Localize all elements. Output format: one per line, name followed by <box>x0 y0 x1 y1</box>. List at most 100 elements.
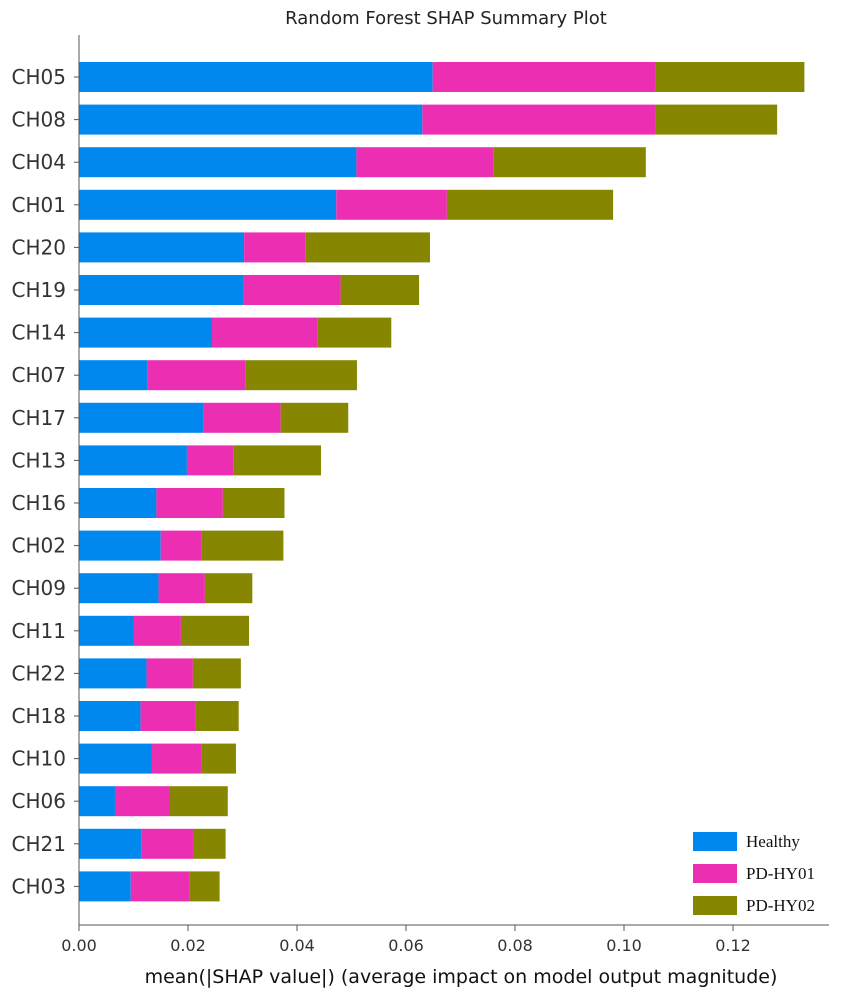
x-tick-label: 0.04 <box>279 936 315 955</box>
x-tick-label: 0.12 <box>715 936 751 955</box>
bar-ch08-pd-hy02 <box>655 104 778 135</box>
bar-ch04-pd-hy02 <box>493 147 646 178</box>
bar-ch17-pd-hy01 <box>203 402 281 433</box>
bar-ch07-pd-hy02 <box>245 360 357 391</box>
y-tick-label: CH16 <box>12 491 66 515</box>
bar-ch13-healthy <box>79 445 187 476</box>
y-tick-label: CH08 <box>12 108 66 132</box>
bar-ch11-healthy <box>79 615 134 646</box>
x-axis-label: mean(|SHAP value|) (average impact on mo… <box>145 966 778 988</box>
y-tick-label: CH01 <box>12 193 66 217</box>
bar-ch06-pd-hy02 <box>170 786 228 817</box>
bar-ch05-pd-hy01 <box>432 62 656 92</box>
bar-ch13-pd-hy02 <box>233 445 321 476</box>
bar-ch01-healthy <box>79 189 337 220</box>
bar-ch09-pd-hy02 <box>204 573 253 604</box>
bar-ch22-pd-hy01 <box>146 658 193 689</box>
bar-ch10-healthy <box>79 743 152 774</box>
bar-ch14-pd-hy02 <box>317 317 392 348</box>
y-tick-label: CH05 <box>12 65 66 89</box>
bar-ch20-pd-hy02 <box>305 232 430 263</box>
bar-ch10-pd-hy01 <box>151 743 202 774</box>
bar-ch08-pd-hy01 <box>422 104 656 135</box>
bar-ch03-healthy <box>79 871 131 902</box>
bar-ch18-healthy <box>79 701 141 731</box>
y-tick-label: CH11 <box>12 619 66 643</box>
legend-label: Healthy <box>746 832 800 851</box>
bars-layer <box>79 62 805 902</box>
y-tick-label: CH13 <box>12 448 66 472</box>
bar-ch20-pd-hy01 <box>244 232 306 263</box>
bar-ch03-pd-hy01 <box>130 871 190 902</box>
y-tick-label: CH21 <box>12 832 66 856</box>
bar-ch21-pd-hy01 <box>141 828 194 859</box>
bar-ch07-healthy <box>79 360 148 391</box>
y-tick-label: CH17 <box>12 406 66 430</box>
bar-ch01-pd-hy01 <box>336 189 447 220</box>
y-tick-label: CH04 <box>12 150 66 174</box>
y-tick-label: CH18 <box>12 704 66 728</box>
bar-ch22-pd-hy02 <box>192 658 241 689</box>
bar-ch11-pd-hy01 <box>133 615 181 646</box>
bar-ch16-healthy <box>79 488 157 518</box>
bar-ch14-healthy <box>79 317 212 348</box>
bar-ch05-healthy <box>79 62 433 92</box>
bar-ch06-pd-hy01 <box>114 786 171 817</box>
bar-ch18-pd-hy01 <box>140 701 196 731</box>
legend-swatch-pd-hy01 <box>693 864 737 883</box>
bar-ch14-pd-hy01 <box>211 317 318 348</box>
y-tick-label: CH19 <box>12 278 66 302</box>
bar-ch05-pd-hy02 <box>655 62 805 92</box>
x-tick-label: 0.08 <box>497 936 533 955</box>
y-tick-label: CH10 <box>12 747 66 771</box>
bar-ch01-pd-hy02 <box>446 189 614 220</box>
bar-ch20-healthy <box>79 232 245 263</box>
bar-ch06-healthy <box>79 786 115 817</box>
y-tick-label: CH07 <box>12 363 66 387</box>
bar-ch22-healthy <box>79 658 147 689</box>
y-tick-label: CH02 <box>12 534 66 558</box>
bar-ch09-pd-hy01 <box>158 573 205 604</box>
bar-ch08-healthy <box>79 104 423 135</box>
bar-ch02-healthy <box>79 530 161 561</box>
legend: Healthy PD-HY01 PD-HY02 <box>693 832 815 915</box>
y-tick-label: CH03 <box>12 874 66 898</box>
legend-label: PD-HY02 <box>746 896 815 915</box>
y-tick-label: CH14 <box>12 321 66 345</box>
legend-swatch-pd-hy02 <box>693 896 737 915</box>
x-tick-label: 0.06 <box>388 936 424 955</box>
bar-ch19-pd-hy01 <box>243 275 341 305</box>
bar-ch07-pd-hy01 <box>147 360 246 391</box>
legend-label: PD-HY01 <box>746 864 815 883</box>
bar-ch21-pd-hy02 <box>193 828 226 859</box>
bar-ch18-pd-hy02 <box>195 701 239 731</box>
bar-ch10-pd-hy02 <box>201 743 236 774</box>
bar-ch04-pd-hy01 <box>356 147 494 178</box>
bar-ch04-healthy <box>79 147 357 178</box>
y-tick-label: CH20 <box>12 235 66 259</box>
bar-ch19-healthy <box>79 275 244 305</box>
y-tick-labels: CH05 CH08 CH04 CH01 CH20 CH19 CH14 CH07 CH17 CH13… <box>12 65 79 898</box>
bar-ch02-pd-hy01 <box>160 530 202 561</box>
y-tick-label: CH06 <box>12 789 66 813</box>
axes <box>78 35 829 926</box>
bar-ch19-pd-hy02 <box>340 275 420 305</box>
bar-ch09-healthy <box>79 573 159 604</box>
x-tick-label: 0.02 <box>170 936 206 955</box>
x-tick-label: 0.00 <box>61 936 97 955</box>
chart-title: Random Forest SHAP Summary Plot <box>285 8 607 29</box>
bar-ch02-pd-hy02 <box>201 530 284 561</box>
bar-ch13-pd-hy01 <box>186 445 234 476</box>
bar-ch17-healthy <box>79 402 204 433</box>
bar-ch16-pd-hy02 <box>222 488 285 518</box>
bar-ch21-healthy <box>79 828 142 859</box>
x-tick-label: 0.10 <box>606 936 642 955</box>
bar-ch16-pd-hy01 <box>156 488 223 518</box>
y-tick-label: CH22 <box>12 661 66 685</box>
bar-ch11-pd-hy02 <box>180 615 250 646</box>
legend-swatch-healthy <box>693 832 737 851</box>
bar-ch03-pd-hy02 <box>189 871 220 902</box>
bar-ch17-pd-hy02 <box>280 402 349 433</box>
